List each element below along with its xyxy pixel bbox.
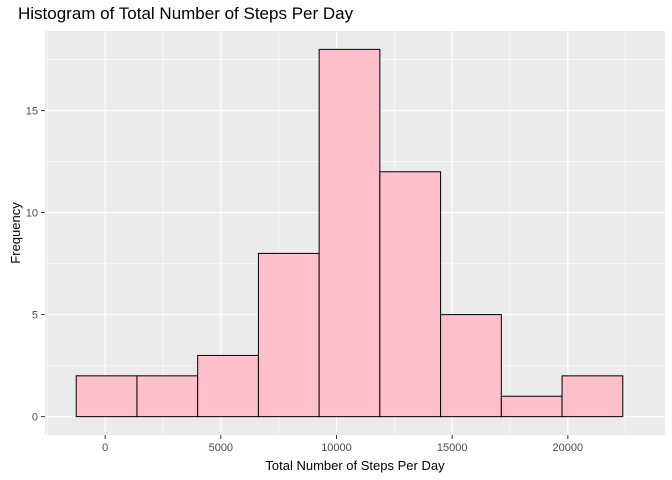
y-axis-title: Frequency bbox=[8, 202, 23, 264]
histogram-bar bbox=[75, 375, 138, 418]
y-axis-ticks: 0 5 10 15 bbox=[26, 106, 45, 424]
y-tick-label: 5 bbox=[32, 310, 38, 322]
x-axis-title: Total Number of Steps Per Day bbox=[265, 458, 445, 473]
histogram-bar bbox=[379, 171, 442, 418]
x-tick-label: 0 bbox=[102, 442, 108, 454]
x-tick-label: 5000 bbox=[209, 442, 233, 454]
histogram-bar bbox=[561, 375, 624, 418]
y-tick-label: 15 bbox=[26, 106, 38, 118]
histogram-bar bbox=[136, 375, 199, 418]
bars bbox=[75, 48, 624, 418]
x-tick-label: 20000 bbox=[553, 442, 584, 454]
y-tick-label: 10 bbox=[26, 208, 38, 220]
x-tick-label: 10000 bbox=[321, 442, 352, 454]
x-tick-label: 15000 bbox=[437, 442, 468, 454]
histogram-bar bbox=[500, 395, 563, 418]
histogram-bar bbox=[197, 354, 259, 418]
histogram-bar bbox=[318, 48, 381, 418]
x-axis-ticks: 0 5000 10000 15000 20000 bbox=[102, 435, 583, 454]
chart-title: Histogram of Total Number of Steps Per D… bbox=[18, 4, 354, 23]
y-tick-label: 0 bbox=[32, 412, 38, 424]
histogram-bar bbox=[440, 314, 502, 418]
histogram-bar bbox=[257, 252, 320, 418]
